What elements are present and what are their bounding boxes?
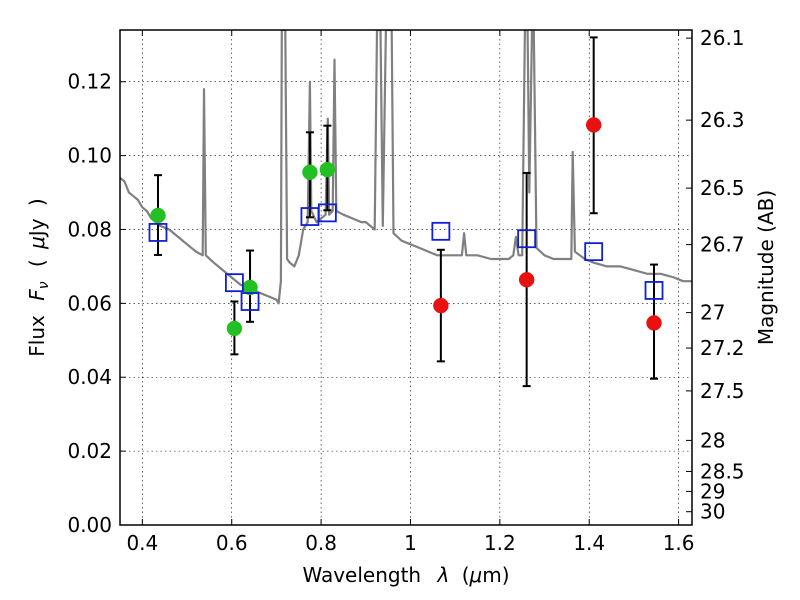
grid xyxy=(120,30,692,526)
data-point xyxy=(585,117,602,133)
y-label-subscript: ν xyxy=(36,281,52,289)
model-point xyxy=(224,273,244,293)
x-label-mu: μ xyxy=(469,563,483,587)
y-tick-label: 0.06 xyxy=(67,291,112,315)
x-tick-label: 0.6 xyxy=(216,531,248,555)
y-label-unit: Jy xyxy=(25,218,49,238)
x-axis-label: Wavelength λ (μm) xyxy=(302,563,509,587)
y2-axis-label: Magnitude (AB) xyxy=(754,190,778,345)
y2-tick-label: 28 xyxy=(700,428,725,452)
y2-tick-label: 26.5 xyxy=(700,176,745,200)
x-label-symbol: λ xyxy=(436,563,449,587)
y-tick-label: 0.12 xyxy=(67,70,112,94)
y2-tick-label: 29 xyxy=(700,479,725,503)
y2-tick-label: 27.5 xyxy=(700,379,745,403)
data-point xyxy=(150,207,166,224)
y-label-mu: μ xyxy=(25,236,49,250)
y-tick-label: 0.04 xyxy=(67,365,112,389)
markers-layer xyxy=(148,117,664,337)
x-tick-label: 1.4 xyxy=(573,531,605,555)
x-tick-label: 1.6 xyxy=(663,531,695,555)
model-point xyxy=(584,242,604,262)
y-label-paren-close: ) xyxy=(25,198,49,206)
y-label-paren-open: ( xyxy=(25,259,49,267)
x-label-unit: m) xyxy=(482,563,509,587)
y-label-word: Flux xyxy=(25,315,49,357)
y-tick-label: 0.02 xyxy=(67,439,112,463)
model-point xyxy=(148,223,168,242)
model-spectrum-layer xyxy=(120,30,692,305)
axis-ticks: 0.4 0.6 0.8 1 1.2 1.4 1.6 0.00 0.02 0.04 0.06 0.08 0… xyxy=(67,26,744,555)
y-label-symbol: F xyxy=(25,289,49,301)
y-tick-label: 0.10 xyxy=(67,144,112,168)
data-point xyxy=(433,297,449,314)
x-label-word: Wavelength xyxy=(302,563,421,587)
y2-tick-label: 27 xyxy=(700,301,725,325)
data-point xyxy=(302,164,318,180)
plot-frame xyxy=(119,29,693,526)
y-axis-label: Flux Fν ( μJy ) xyxy=(25,198,53,356)
data-point xyxy=(518,271,535,288)
data-point xyxy=(646,315,662,331)
model-point xyxy=(517,229,537,249)
x-label-paren: ( xyxy=(462,563,470,587)
model-spectrum-line xyxy=(120,30,692,305)
x-tick-label: 0.4 xyxy=(126,531,158,555)
model-point xyxy=(240,292,260,311)
y2-tick-label: 28.5 xyxy=(700,459,745,483)
y-tick-label: 0.00 xyxy=(67,513,112,537)
y2-tick-label: 26.1 xyxy=(700,26,745,50)
x-tick-label: 1 xyxy=(404,531,417,555)
data-point xyxy=(319,161,336,178)
model-point xyxy=(644,281,664,300)
y2-tick-label: 26.3 xyxy=(700,108,745,132)
y2-tick-label: 27.2 xyxy=(700,336,745,360)
data-point xyxy=(226,320,243,337)
y2-tick-label: 26.7 xyxy=(700,233,745,257)
model-point xyxy=(317,203,337,223)
model-point xyxy=(431,221,451,241)
x-tick-label: 0.8 xyxy=(305,531,337,555)
x-tick-label: 1.2 xyxy=(484,531,516,555)
y-tick-label: 0.08 xyxy=(67,217,112,241)
y2-tick-label: 30 xyxy=(700,500,725,524)
